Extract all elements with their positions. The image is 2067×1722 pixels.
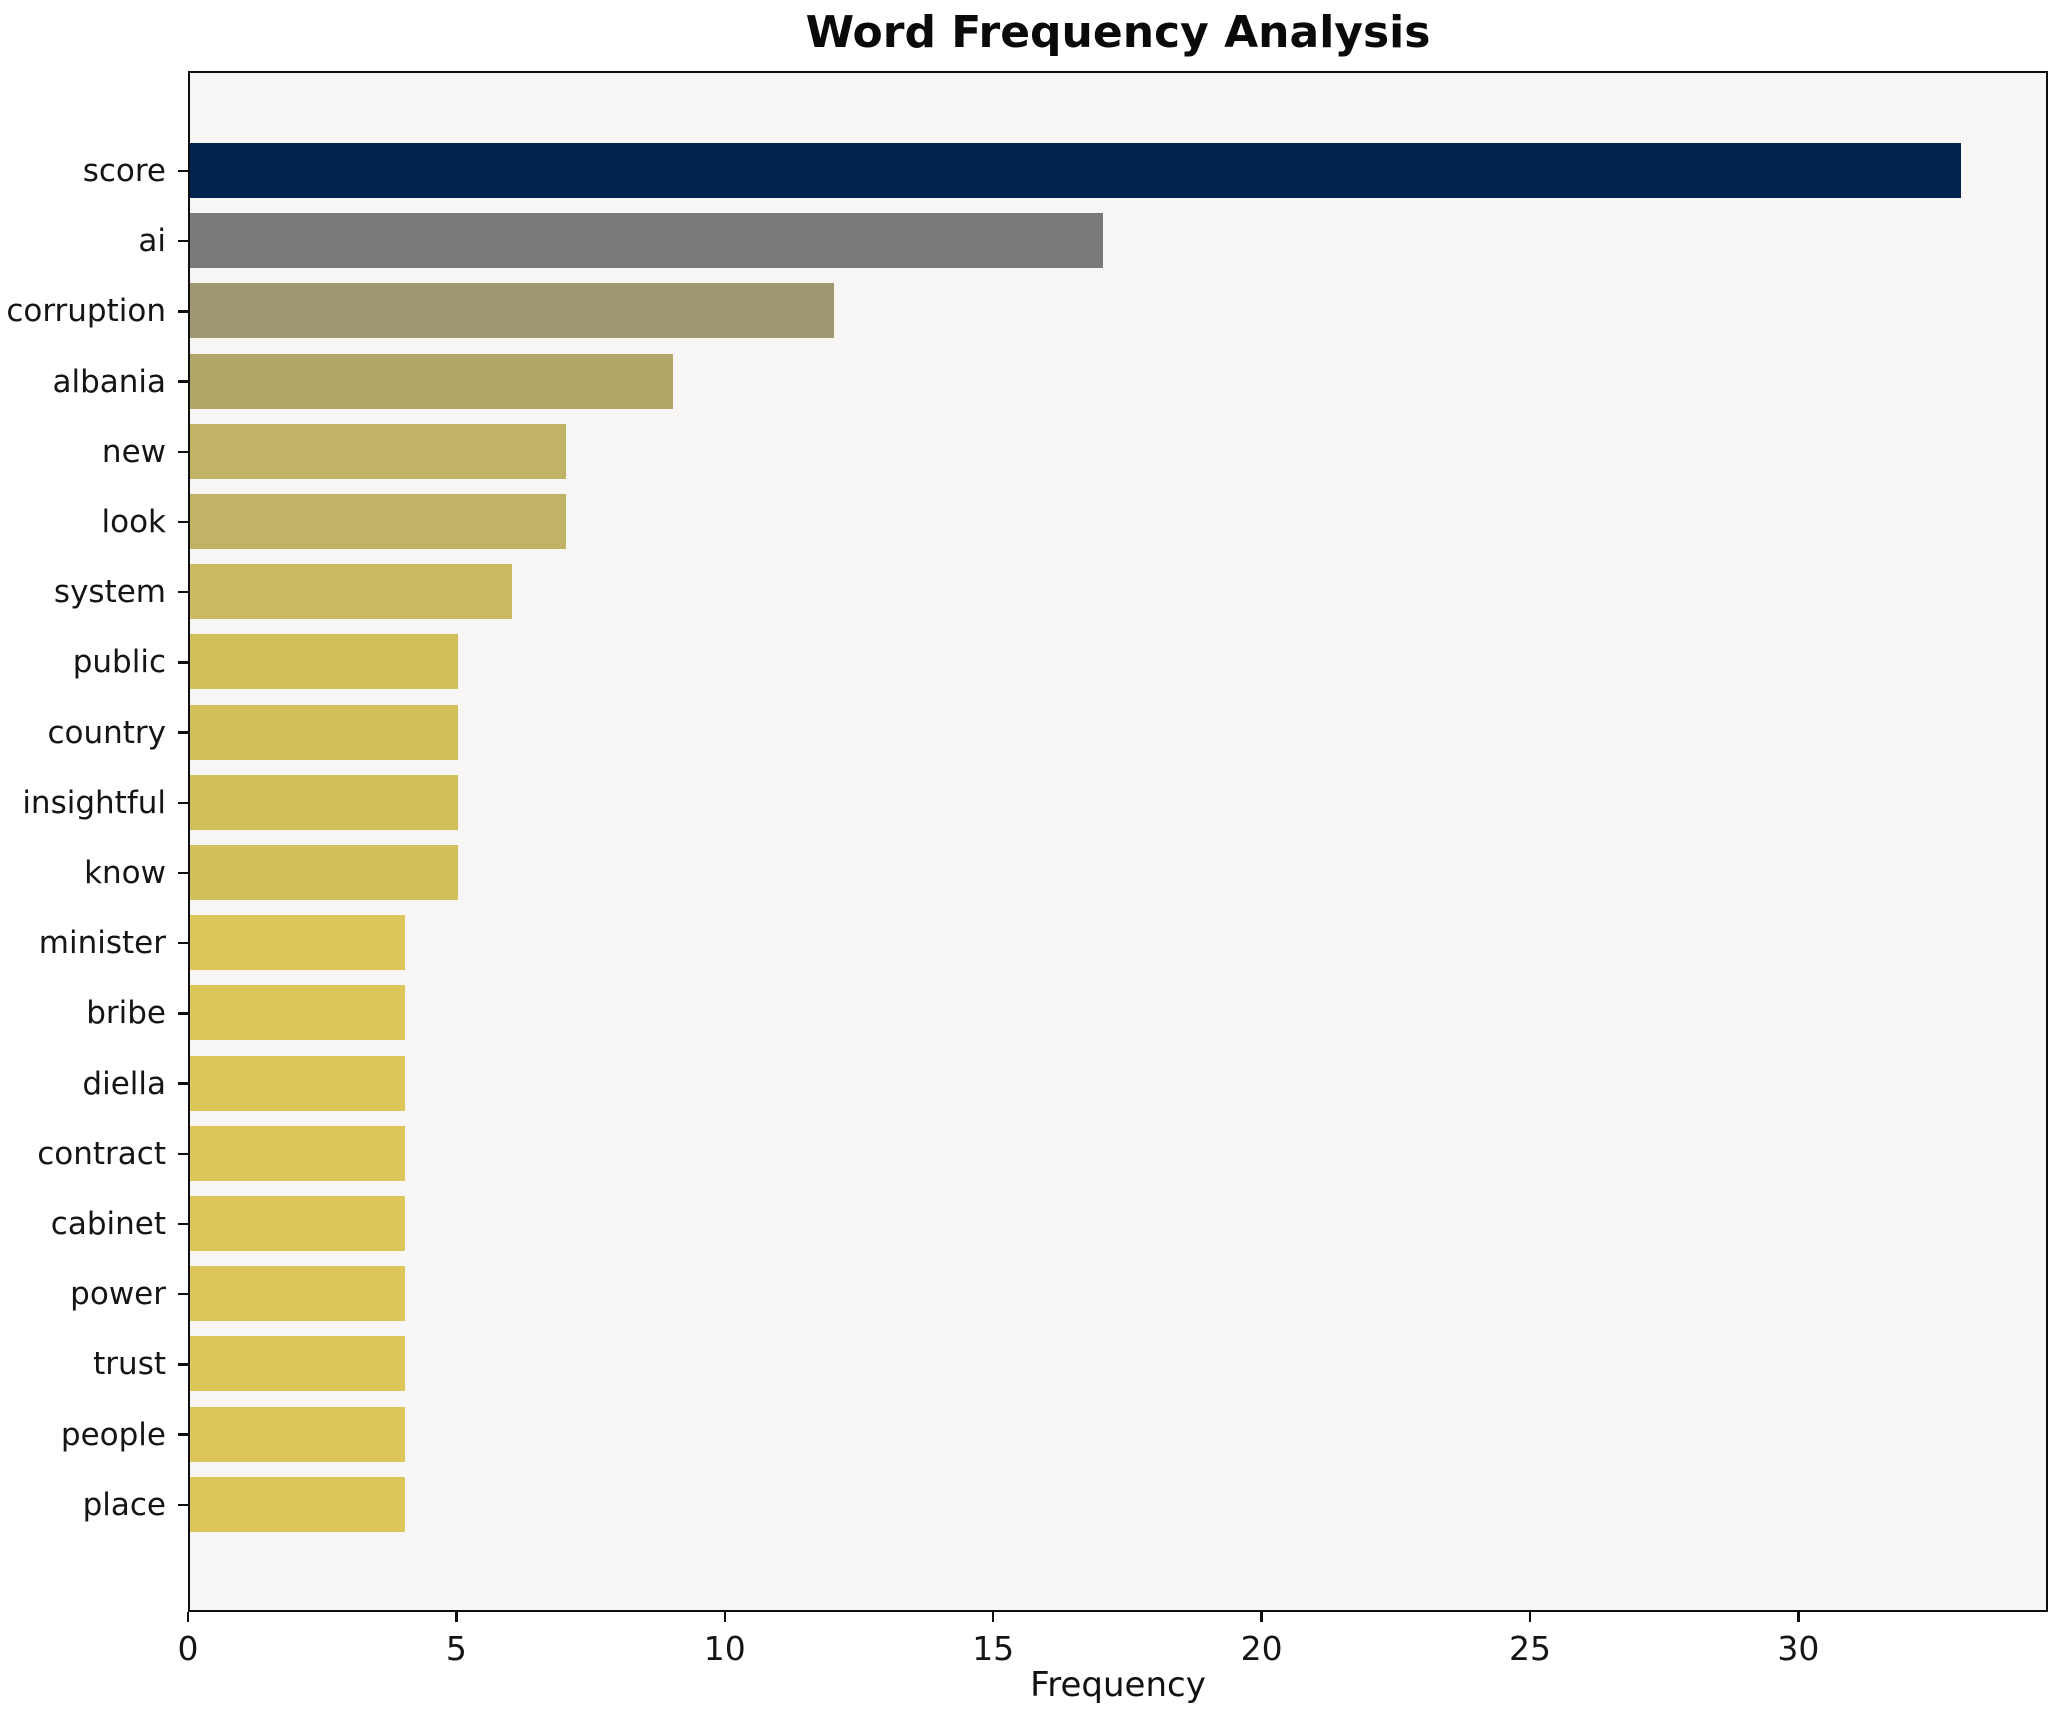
y-tick-mark [178,239,188,243]
bar-insightful [190,774,458,830]
y-tick-mark [178,941,188,945]
bar-corruption [190,283,834,339]
x-axis-title: Frequency [1030,1665,1206,1705]
bar-place [190,1476,405,1532]
x-tick-label: 15 [972,1629,1015,1668]
y-tick-label: ai [138,223,166,260]
y-tick-label: power [70,1276,166,1313]
bar-cabinet [190,1196,405,1251]
plot-area [188,71,2048,1612]
y-tick-mark [178,380,188,383]
y-tick-mark [178,1152,188,1156]
y-tick-label: bribe [86,995,166,1032]
x-tick-label: 5 [445,1629,467,1668]
y-tick-label: know [84,855,166,891]
y-tick-label: people [60,1416,166,1453]
y-tick-mark [178,801,188,805]
bar-contract [190,1125,405,1181]
bar-public [190,634,458,690]
bar-power [190,1266,405,1322]
x-tick-label: 10 [703,1629,746,1668]
x-tick-label: 30 [1777,1629,1820,1668]
y-tick-mark [178,1012,188,1015]
y-tick-label: corruption [6,293,166,330]
bar-new [190,423,566,479]
y-tick-label: contract [37,1135,166,1172]
y-tick-mark [178,731,188,734]
bar-look [190,494,566,549]
y-tick-mark [178,1082,188,1085]
chart-title: Word Frequency Analysis [805,7,1431,58]
y-tick-mark [178,1503,188,1507]
y-tick-mark [178,1222,188,1226]
x-tick-mark [455,1612,458,1622]
bar-know [190,845,458,900]
bar-diella [190,1055,405,1111]
y-tick-mark [178,1292,188,1296]
y-tick-label: minister [38,925,166,962]
bar-ai [190,213,1103,269]
x-tick-label: 25 [1508,1629,1551,1668]
y-tick-label: system [53,574,166,611]
bar-trust [190,1336,405,1392]
y-tick-mark [178,520,188,524]
x-tick-mark [1528,1612,1532,1622]
y-tick-mark [178,1363,188,1366]
x-tick-mark [723,1612,727,1622]
bar-people [190,1406,405,1462]
x-tick-label: 20 [1240,1629,1283,1668]
x-tick-mark [186,1612,190,1622]
x-tick-mark [991,1612,995,1622]
y-tick-label: public [72,644,166,681]
y-tick-mark [178,169,188,173]
bar-score [190,143,1961,198]
y-tick-label: diella [82,1065,166,1102]
y-tick-label: look [101,504,167,540]
x-tick-mark [1260,1612,1263,1622]
y-tick-label: trust [93,1346,166,1383]
y-tick-mark [178,310,188,313]
bar-country [190,704,458,760]
bar-bribe [190,985,405,1041]
y-tick-label: albania [52,363,166,400]
y-tick-mark [178,871,188,875]
bar-minister [190,915,405,971]
y-tick-label: score [82,153,166,189]
y-tick-label: place [82,1486,166,1523]
y-tick-mark [178,590,188,594]
x-tick-mark [1797,1612,1800,1622]
y-tick-label: cabinet [50,1206,166,1242]
bar-system [190,564,512,620]
y-tick-label: insightful [22,784,166,821]
y-tick-mark [178,1433,188,1436]
y-tick-label: country [47,714,166,751]
x-tick-label: 0 [177,1629,199,1668]
y-tick-label: new [101,433,166,470]
y-tick-mark [178,450,188,454]
bar-albania [190,353,673,409]
y-tick-mark [178,661,188,664]
